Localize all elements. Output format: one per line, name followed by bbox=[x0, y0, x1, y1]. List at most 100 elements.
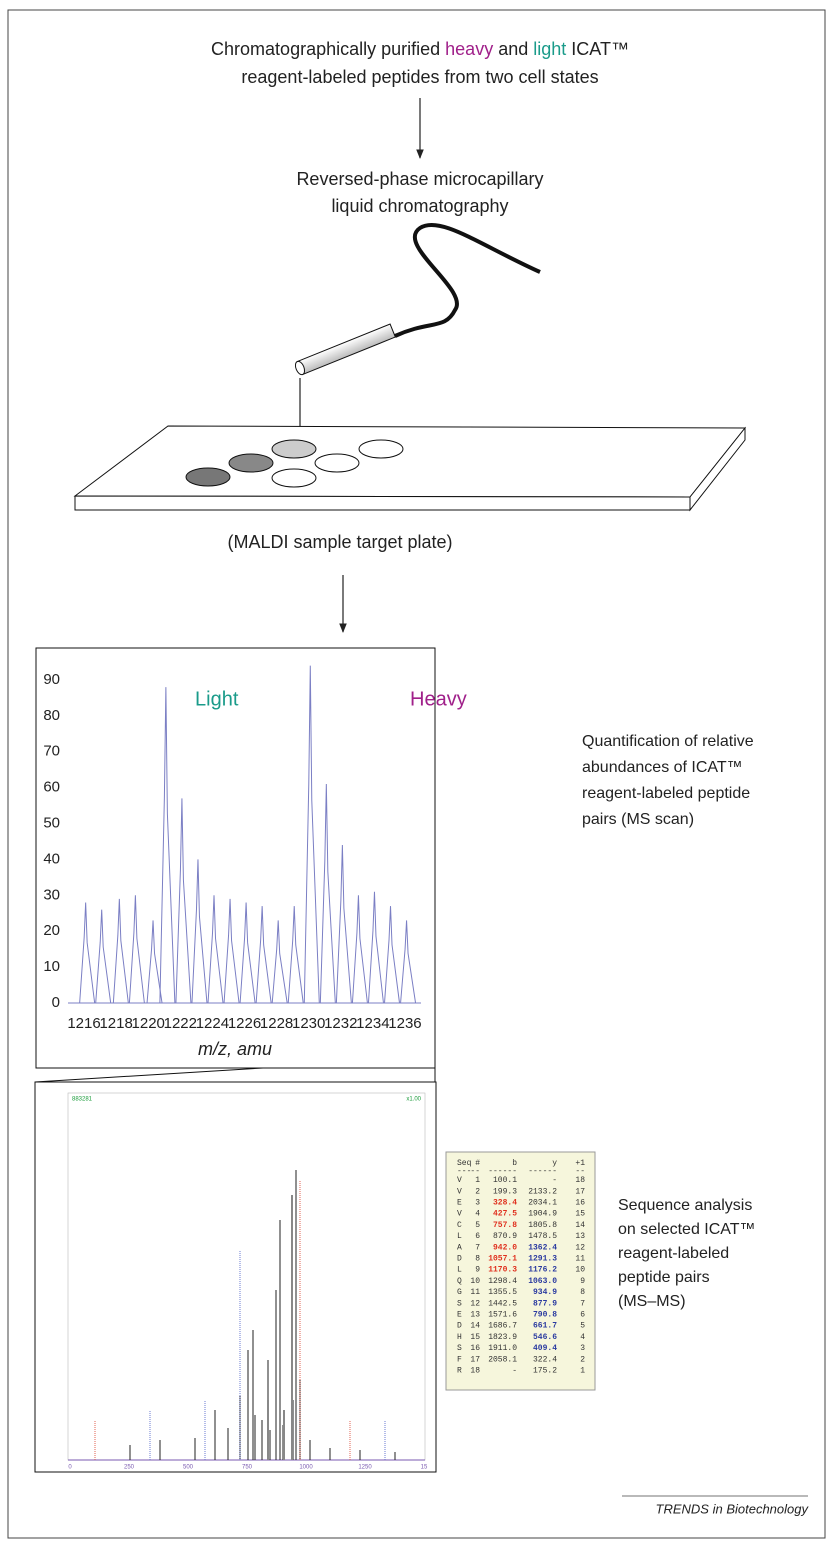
msms-caption: (MS–MS) bbox=[618, 1293, 686, 1310]
table-cell: 661.7 bbox=[533, 1322, 557, 1331]
table-cell: 5 bbox=[580, 1322, 585, 1331]
x-tick-label: 1234 bbox=[356, 1015, 389, 1032]
table-cell: Q bbox=[457, 1277, 462, 1286]
table-header: # bbox=[475, 1159, 480, 1168]
table-cell: 6 bbox=[580, 1311, 585, 1320]
table-cell: - bbox=[552, 1176, 557, 1185]
peak-annotation: Heavy bbox=[410, 688, 467, 710]
table-cell: 942.0 bbox=[493, 1243, 517, 1252]
table-cell: 546.6 bbox=[533, 1333, 557, 1342]
peak bbox=[271, 920, 288, 1004]
table-cell: 1057.1 bbox=[488, 1255, 517, 1264]
table-cell: 15 bbox=[575, 1210, 585, 1219]
peak bbox=[239, 902, 256, 1004]
ms-caption: abundances of ICAT™ bbox=[582, 759, 743, 776]
peak bbox=[159, 687, 176, 1004]
table-cell: 2058.1 bbox=[488, 1355, 517, 1364]
table-cell: 18 bbox=[470, 1367, 480, 1376]
table-cell: 8 bbox=[580, 1288, 585, 1297]
peak bbox=[128, 895, 145, 1004]
table-cell: 1063.0 bbox=[528, 1277, 557, 1286]
msms-x-tick-label: 500 bbox=[183, 1465, 194, 1471]
table-cell: 17 bbox=[575, 1187, 585, 1196]
capillary-tip bbox=[294, 323, 396, 376]
title-part: ICAT™ bbox=[566, 39, 629, 59]
table-cell: 1571.6 bbox=[488, 1311, 517, 1320]
table-cell: G bbox=[457, 1288, 462, 1297]
y-tick-label: 20 bbox=[43, 922, 60, 939]
peak bbox=[351, 895, 368, 1004]
table-cell: 7 bbox=[580, 1299, 585, 1308]
peak bbox=[191, 859, 208, 1004]
y-tick-label: 90 bbox=[43, 671, 60, 688]
peak bbox=[287, 906, 304, 1004]
table-cell: V bbox=[457, 1187, 462, 1196]
x-tick-label: 1226 bbox=[228, 1015, 261, 1032]
peak bbox=[367, 891, 384, 1004]
table-cell: 17 bbox=[470, 1355, 480, 1364]
heavy-word: heavy bbox=[445, 39, 493, 59]
table-cell: 9 bbox=[475, 1266, 480, 1275]
table-cell: 1904.9 bbox=[528, 1210, 557, 1219]
y-tick-label: 80 bbox=[43, 707, 60, 724]
table-header: Seq bbox=[457, 1159, 472, 1168]
x-tick-label: 1222 bbox=[164, 1015, 197, 1032]
peak bbox=[223, 898, 240, 1004]
x-tick-label: 1230 bbox=[292, 1015, 325, 1032]
sequence-table bbox=[445, 1151, 596, 1391]
table-cell: 8 bbox=[475, 1255, 480, 1264]
peak bbox=[255, 906, 272, 1004]
table-cell: C bbox=[457, 1221, 462, 1230]
table-cell: 790.8 bbox=[533, 1311, 557, 1320]
table-cell: H bbox=[457, 1333, 462, 1342]
table-header: y bbox=[552, 1159, 557, 1168]
table-cell: 3 bbox=[580, 1344, 585, 1353]
table-cell: 934.9 bbox=[533, 1288, 557, 1297]
table-cell: 2 bbox=[580, 1355, 585, 1364]
peak bbox=[112, 898, 129, 1004]
table-cell: 4 bbox=[475, 1210, 480, 1219]
table-cell: 1911.0 bbox=[488, 1344, 517, 1353]
table-cell: 5 bbox=[475, 1221, 480, 1230]
table-header: b bbox=[512, 1159, 517, 1168]
x-axis-label: m/z, amu bbox=[198, 1039, 272, 1059]
table-cell: 7 bbox=[475, 1243, 480, 1252]
peak bbox=[400, 920, 417, 1004]
table-cell: 6 bbox=[475, 1232, 480, 1241]
table-cell: V bbox=[457, 1176, 462, 1185]
table-cell: 1170.3 bbox=[488, 1266, 517, 1275]
msms-x-tick-label: 1250 bbox=[358, 1465, 372, 1471]
msms-x-tick-label: 750 bbox=[242, 1465, 253, 1471]
table-cell: 328.4 bbox=[493, 1199, 517, 1208]
peak-annotation: Light bbox=[195, 688, 239, 710]
table-cell: 870.9 bbox=[493, 1232, 517, 1241]
table-cell: 409.4 bbox=[533, 1344, 557, 1353]
table-header: +1 bbox=[575, 1159, 585, 1168]
table-cell: E bbox=[457, 1311, 462, 1320]
table-cell: 10 bbox=[470, 1277, 480, 1286]
table-cell: 1176.2 bbox=[528, 1266, 557, 1275]
msms-caption: Sequence analysis bbox=[618, 1197, 752, 1214]
table-cell: 12 bbox=[575, 1243, 585, 1252]
table-cell: 175.2 bbox=[533, 1367, 557, 1376]
table-cell: S bbox=[457, 1299, 462, 1308]
table-cell: 1805.8 bbox=[528, 1221, 557, 1230]
table-cell: 427.5 bbox=[493, 1210, 517, 1219]
y-tick-label: 30 bbox=[43, 886, 60, 903]
table-cell: 11 bbox=[470, 1288, 480, 1297]
msms-corner: x1.00 bbox=[406, 1097, 421, 1103]
table-cell: 15 bbox=[470, 1333, 480, 1342]
plate-label: (MALDI sample target plate) bbox=[227, 532, 452, 552]
msms-panel bbox=[34, 1081, 437, 1473]
title-line-1: Chromatographically purified heavy and l… bbox=[211, 39, 629, 59]
y-tick-label: 0 bbox=[52, 994, 60, 1011]
table-cell: 18 bbox=[575, 1176, 585, 1185]
frame bbox=[7, 9, 826, 1539]
table-cell: 11 bbox=[575, 1255, 585, 1264]
table-cell: 2 bbox=[475, 1187, 480, 1196]
peak bbox=[175, 798, 192, 1004]
y-tick-label: 70 bbox=[43, 743, 60, 760]
table-cell: 16 bbox=[575, 1199, 585, 1208]
msms-peaks bbox=[94, 1170, 396, 1460]
